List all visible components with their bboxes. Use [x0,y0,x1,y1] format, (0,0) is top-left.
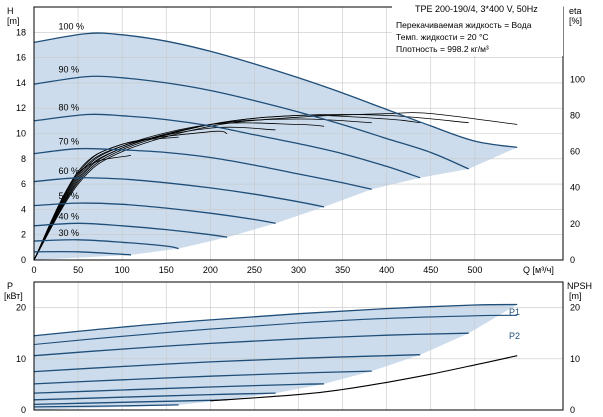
x-tick-label: 350 [335,265,350,275]
x-tick-label: 200 [203,265,218,275]
npsh-axis-unit: [m] [569,291,582,301]
x-tick-label: 500 [467,265,482,275]
eta-tick-label: 40 [570,183,580,193]
p1-curve [33,404,179,408]
head-tick-labels: 0 2 4 6 8 10 12 14 16 18 [16,27,26,265]
info-temperature: Темп. жидкости = 20 °C [396,32,488,42]
head-curve [33,113,421,179]
head-axis-unit: [m] [7,16,20,26]
p2-curve [33,314,518,346]
p2-label: P2 [509,331,520,341]
p1-label: P1 [509,307,520,317]
p1-curve [33,383,325,394]
npsh-tick-labels: 0 10 20 [570,303,580,415]
head-curve [33,222,228,238]
npsh-axis-label: NPSH [567,281,592,291]
eta-tick-label: 100 [570,74,585,84]
x-tick-labels: 0 50 100 150 200 250 300 350 400 450 500 [31,265,482,275]
head-tick-label: 2 [21,230,26,240]
power-tick-label: 20 [16,303,26,313]
speed-label: 50 % [58,191,79,201]
x-tick-label: 450 [423,265,438,275]
eta-curve [33,118,372,261]
eta-tick-label: 0 [570,255,575,265]
speed-label: 80 % [58,103,79,113]
speed-label: 100 % [58,22,84,32]
operating-region [34,33,518,261]
eta-curve [33,122,325,261]
speed-label: 90 % [58,65,79,75]
speed-label: 60 % [58,166,79,176]
p1-curve [33,332,469,357]
head-tick-label: 16 [16,53,26,63]
power-npsh-panel: 0 10 20 0 10 20 P [кВт] NPSH [m] P1 P2 [4,281,592,415]
power-tick-labels: 0 10 20 [16,303,26,415]
head-tick-label: 14 [16,78,26,88]
speed-label: 40 % [58,211,79,221]
head-tick-label: 6 [21,179,26,189]
head-curve [33,75,469,170]
head-efficiency-panel: 0 50 100 150 200 250 300 350 400 450 500 024681012… [7,4,585,275]
x-tick-label: 400 [379,265,394,275]
x-tick-label: 150 [159,265,174,275]
info-box [392,6,563,56]
npsh-tick-label: 20 [570,303,580,313]
p1-curve [33,303,518,337]
head-operating-area [34,33,518,261]
eta-tick-label: 60 [570,147,580,157]
power-axis-label: P [7,281,13,291]
x-tick-label: 100 [115,265,130,275]
power-region [34,304,518,410]
top-plot-frame [33,6,564,261]
head-curves [33,32,518,256]
x-tick-label: 250 [247,265,262,275]
head-tick-label: 8 [21,154,26,164]
speed-label: 30 % [58,228,79,238]
info-density: Плотность = 998.2 кг/м³ [396,44,489,54]
chart-title: TPE 200-190/4, 3*400 V, 50Hz [415,4,538,14]
eta-axis-label: eta [569,6,582,16]
p2-power-curves [33,314,518,346]
npsh-curves [210,355,518,402]
x-axis-label: Q [м³/ч] [523,265,554,275]
p1-power-curves [33,303,518,408]
head-curve [33,177,325,208]
head-curve [33,250,132,256]
info-fluid: Перекачиваемая жидкость = Вода [396,20,532,30]
speed-label: 70 % [58,137,79,147]
head-axis-label: H [7,6,14,16]
power-operating-area [34,304,518,410]
head-curve [33,147,372,190]
power-axis-unit: [кВт] [4,291,23,301]
x-tick-label: 300 [291,265,306,275]
x-tick-label: 0 [31,265,36,275]
head-curve [33,202,276,224]
npsh-curve [210,355,518,402]
power-tick-label: 0 [21,405,26,415]
eta-tick-labels: 0 20 40 60 80 100 [570,74,585,265]
head-tick-label: 10 [16,129,26,139]
head-curve [33,32,518,149]
p1-curve [33,392,276,401]
x-tick-label: 50 [73,265,83,275]
eta-axis-unit: [%] [569,16,582,26]
power-tick-label: 10 [16,354,26,364]
bottom-plot-frame [33,281,564,411]
npsh-tick-label: 10 [570,354,580,364]
head-curve [33,239,179,250]
p1-curve [33,370,372,385]
head-tick-label: 12 [16,103,26,113]
eta-tick-label: 80 [570,110,580,120]
eta-tick-label: 20 [570,219,580,229]
npsh-tick-label: 0 [570,405,575,415]
speed-labels: 100 % 90 % 80 % 70 % 60 % 50 % 40 % 30 % [58,22,84,238]
head-tick-label: 18 [16,27,26,37]
head-tick-label: 0 [21,255,26,265]
head-tick-label: 4 [21,204,26,214]
p1-curve [33,354,421,373]
